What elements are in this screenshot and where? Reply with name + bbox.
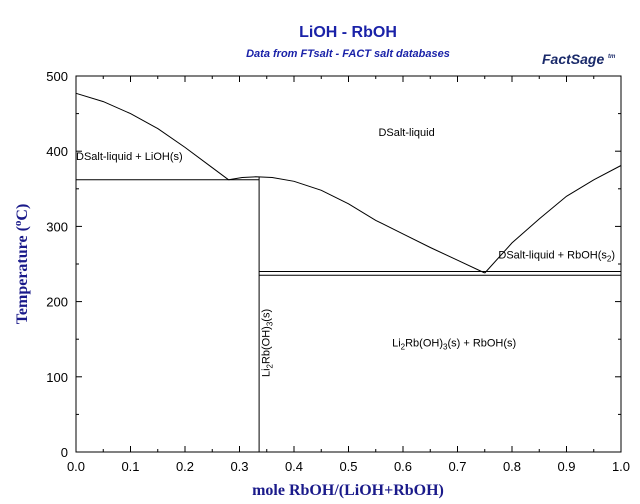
region-label-1: DSalt-liquid — [378, 127, 434, 139]
x-tick-label: 0.8 — [503, 459, 521, 474]
y-tick-label: 0 — [61, 445, 68, 460]
x-tick-label: 0.2 — [176, 459, 194, 474]
x-tick-label: 0.0 — [67, 459, 85, 474]
phase-boundary-1 — [75, 92, 229, 181]
x-tick-label: 0.3 — [230, 459, 248, 474]
x-tick-label: 0.9 — [557, 459, 575, 474]
chart-title: LiOH - RbOH — [299, 24, 397, 41]
y-tick-label: 500 — [46, 69, 68, 84]
x-tick-label: 0.5 — [339, 459, 357, 474]
phase-boundary-3 — [484, 165, 622, 274]
region-labels: DSalt-liquid DSalt-liquid + LiOH(s) DSalt-… — [76, 127, 615, 377]
x-tick-label: 0.4 — [285, 459, 303, 474]
x-tick-label: 0.1 — [121, 459, 139, 474]
chart-subtitle: Data from FTsalt - FACT salt databases — [246, 48, 450, 60]
y-axis-title: Temperature (oC) — [12, 204, 31, 325]
region-label-4: Li2Rb(OH)3(s) + RbOH(s) — [392, 338, 516, 352]
y-tick-label: 400 — [46, 144, 68, 159]
x-axis-title: mole RbOH/(LiOH+RbOH) — [252, 482, 444, 499]
factsage-logo-text: FactSage — [542, 51, 604, 67]
region-label-3: DSalt-liquid + RbOH(s2) — [498, 250, 615, 264]
plot-frame — [75, 75, 622, 453]
x-tick-label: 0.7 — [448, 459, 466, 474]
x-tick-label: 0.6 — [394, 459, 412, 474]
region-label-5: Li2Rb(OH)3(s) — [260, 309, 274, 377]
y-tick-label: 100 — [46, 370, 68, 385]
y-tick-label: 200 — [46, 295, 68, 310]
factsage-logo: FactSage tm — [542, 51, 616, 67]
y-tick-label: 300 — [46, 219, 68, 234]
x-tick-label: 1.0 — [612, 459, 630, 474]
phase-boundary-2 — [228, 176, 486, 274]
axis-ticks: 0.0 0.1 0.2 0.3 0.4 0.5 0.6 0.7 0.8 0.9 1.0 0 100 200… — [46, 69, 630, 474]
factsage-logo-mark: tm — [608, 54, 616, 60]
phase-boundaries — [75, 92, 622, 452]
region-label-2: DSalt-liquid + LiOH(s) — [76, 151, 183, 163]
